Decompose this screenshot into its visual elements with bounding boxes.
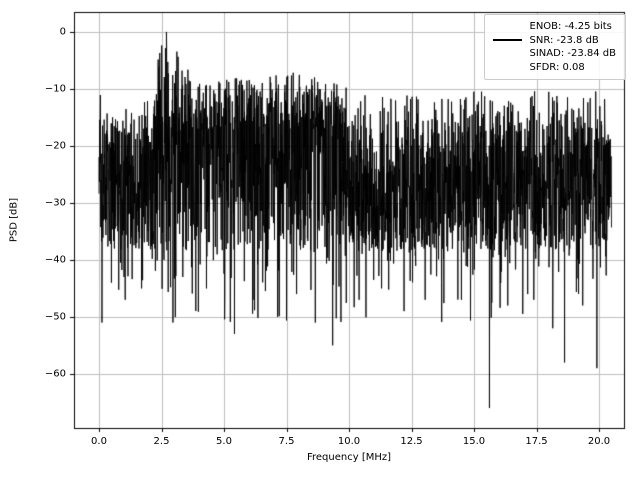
legend-entry-enob: ENOB: -4.25 bits (529, 21, 612, 32)
y-tick-label: −20 (44, 140, 66, 152)
legend-entry-sfdr: SFDR: 0.08 (529, 61, 585, 73)
x-tick-label: 12.5 (400, 436, 423, 447)
x-tick-label: 10.0 (337, 436, 361, 447)
y-tick-label: −30 (44, 197, 66, 209)
x-tick-label: 0.0 (91, 436, 107, 447)
x-tick-label: 15.0 (462, 436, 486, 447)
x-tick-label: 2.5 (153, 436, 170, 447)
x-tick-label: 7.5 (278, 436, 295, 447)
y-tick-label: 0 (59, 26, 66, 38)
y-tick-label: −60 (44, 368, 66, 380)
x-tick-label: 20.0 (587, 436, 611, 447)
legend-line-sample (492, 39, 522, 41)
y-tick-label: −40 (44, 254, 66, 266)
legend-entry-snr: SNR: -23.8 dB (529, 34, 599, 46)
x-axis-label: Frequency [MHz] (306, 452, 392, 463)
y-tick-label: −50 (44, 311, 66, 323)
x-tick-label: 17.5 (525, 436, 548, 447)
y-axis-label: PSD [dB] (8, 197, 20, 243)
y-tick-label: −10 (44, 83, 66, 95)
legend-entries: ENOB: -4.25 bits SNR: -23.8 dB SINAD: -2… (530, 20, 617, 74)
legend-entry-sinad: SINAD: -23.84 dB (529, 48, 617, 59)
legend: ENOB: -4.25 bits SNR: -23.8 dB SINAD: -2… (483, 14, 626, 80)
x-tick-label: 5.0 (216, 436, 232, 447)
